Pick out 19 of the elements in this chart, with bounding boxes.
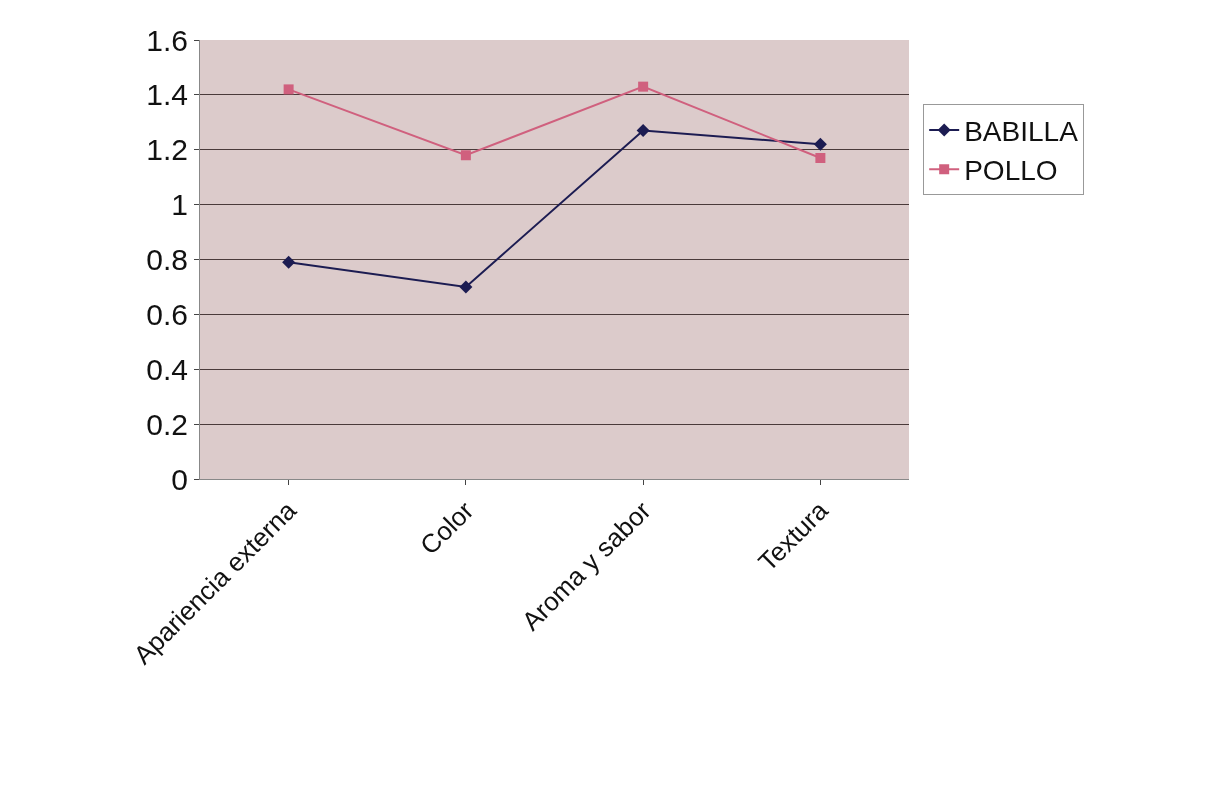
point — [815, 152, 826, 163]
y-tick-label: 1 — [171, 188, 188, 222]
y-tick-label: 1.2 — [146, 133, 188, 167]
y-tick-label: 0.8 — [146, 243, 188, 276]
y-tick-label: 1.6 — [146, 23, 188, 57]
point — [813, 137, 827, 151]
y-tick-label: 1.4 — [146, 78, 188, 112]
y-tick-label: 0 — [171, 462, 188, 496]
point — [636, 124, 650, 138]
point — [283, 84, 294, 95]
y-tick-label: 0.2 — [146, 407, 188, 441]
legend-label: BABILLA — [964, 115, 1079, 147]
point — [459, 280, 473, 294]
legend-label: POLLO — [964, 155, 1058, 187]
y-tick-label: 0.6 — [146, 297, 188, 331]
point — [460, 150, 471, 161]
point — [282, 255, 296, 269]
y-tick-label: 0.4 — [146, 352, 188, 386]
point — [638, 81, 649, 92]
